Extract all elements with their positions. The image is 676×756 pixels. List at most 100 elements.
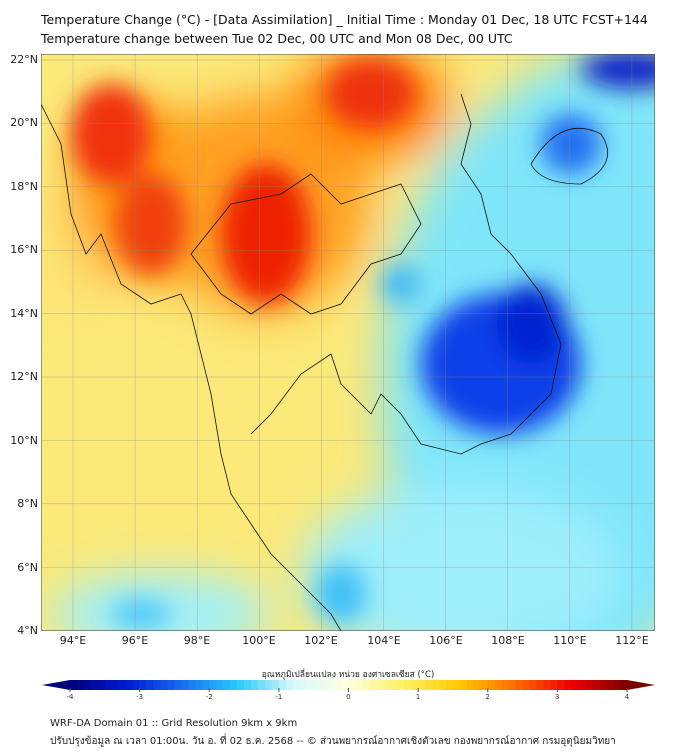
- colorbar-segment: [411, 680, 419, 690]
- colorbar-segment: [264, 680, 273, 690]
- colorbar-segment: [536, 680, 544, 690]
- lon-label: 106°E: [429, 634, 463, 647]
- colorbar-segment: [125, 680, 133, 690]
- lat-label: 10°N: [10, 434, 38, 447]
- colorbar-max-arrow: [627, 680, 655, 690]
- colorbar-segment: [501, 680, 509, 690]
- colorbar-segment: [508, 680, 516, 690]
- colorbar-segment: [550, 680, 558, 690]
- colorbar-segment: [529, 680, 537, 690]
- colorbar-segment: [97, 680, 106, 690]
- map-subtitle: Temperature change between Tue 02 Dec, 0…: [41, 31, 513, 46]
- colorbar-segment: [104, 680, 113, 690]
- colorbar-segment: [606, 680, 614, 690]
- colorbar-segment: [613, 680, 621, 690]
- colorbar-segment: [195, 680, 203, 690]
- colorbar-segment: [487, 680, 496, 690]
- colorbar-segment: [348, 680, 356, 690]
- colorbar-tick-label: -4: [66, 693, 74, 701]
- colorbar: [42, 680, 655, 692]
- lon-label: 94°E: [59, 634, 87, 647]
- colorbar-segment: [174, 680, 182, 690]
- colorbar-label: อุณหภูมิเปลี่ยนแปลง หน่วย องศาเซลเซียส (…: [261, 670, 435, 680]
- colorbar-segment: [188, 680, 196, 690]
- colorbar-segment: [404, 680, 412, 690]
- colorbar-segment: [257, 680, 266, 690]
- colorbar-segment: [620, 680, 628, 690]
- lat-label: 4°N: [17, 624, 38, 637]
- colorbar-tick-label: -2: [205, 693, 213, 701]
- colorbar-segment: [118, 680, 126, 690]
- coastlines-borders: [41, 93, 609, 631]
- lat-label: 6°N: [17, 561, 38, 574]
- lon-label: 96°E: [121, 634, 149, 647]
- colorbar-tick-label: -3: [136, 693, 144, 701]
- colorbar-segment: [111, 680, 120, 690]
- colorbar-segment: [362, 680, 370, 690]
- colorbar-segment: [271, 680, 280, 690]
- lat-label: 20°N: [10, 116, 38, 129]
- colorbar-segment: [334, 680, 342, 690]
- colorbar-segment: [160, 680, 168, 690]
- colorbar-segment: [355, 680, 363, 690]
- colorbar-segment: [585, 680, 593, 690]
- colorbar-segment: [237, 680, 245, 690]
- colorbar-segment: [216, 680, 224, 690]
- lon-label: 108°E: [491, 634, 525, 647]
- colorbar-segment: [557, 680, 565, 690]
- lat-label: 18°N: [10, 180, 38, 193]
- colorbar-segment: [418, 680, 426, 690]
- colorbar-segment: [90, 680, 99, 690]
- colorbar-segment: [223, 680, 231, 690]
- colorbar-segment: [327, 680, 335, 690]
- colorbar-tick-label: -1: [275, 693, 283, 701]
- colorbar-segment: [132, 680, 140, 690]
- temperature-change-map: [41, 54, 655, 631]
- colorbar-segment: [425, 680, 433, 690]
- colorbar-segment: [285, 680, 294, 690]
- colorbar-segment: [278, 680, 287, 690]
- colorbar-segment: [390, 680, 398, 690]
- footer-model-info: WRF-DA Domain 01 :: Grid Resolution 9km …: [50, 718, 298, 729]
- lon-label: 112°E: [615, 634, 649, 647]
- colorbar-segment: [439, 680, 447, 690]
- colorbar-segment: [202, 680, 210, 690]
- colorbar-segment: [515, 680, 523, 690]
- colorbar-segment: [466, 680, 475, 690]
- lat-label: 16°N: [10, 243, 38, 256]
- colorbar-segment: [383, 680, 391, 690]
- lat-label: 8°N: [17, 497, 38, 510]
- colorbar-segment: [299, 680, 308, 690]
- colorbar-tick-label: 1: [415, 693, 421, 701]
- colorbar-segment: [313, 680, 321, 690]
- colorbar-segment: [369, 680, 377, 690]
- colorbar-min-arrow: [42, 680, 70, 690]
- colorbar-segment: [452, 680, 461, 690]
- colorbar-segment: [599, 680, 607, 690]
- colorbar-segment: [139, 680, 147, 690]
- colorbar-segment: [244, 680, 252, 690]
- lon-label: 98°E: [183, 634, 211, 647]
- colorbar-segment: [592, 680, 600, 690]
- lon-label: 102°E: [304, 634, 338, 647]
- colorbar-segment: [251, 680, 259, 690]
- colorbar-segment: [209, 680, 217, 690]
- colorbar-segment: [153, 680, 161, 690]
- colorbar-segment: [306, 680, 314, 690]
- colorbar-segment: [292, 680, 301, 690]
- colorbar-segment: [146, 680, 154, 690]
- colorbar-tick-label: 0: [346, 693, 351, 701]
- colorbar-segment: [376, 680, 384, 690]
- colorbar-segment: [571, 680, 579, 690]
- colorbar-tick-label: 3: [554, 693, 560, 701]
- colorbar-segment: [543, 680, 551, 690]
- colorbar-segment: [494, 680, 502, 690]
- colorbar-segment: [341, 680, 349, 690]
- lon-label: 110°E: [553, 634, 587, 647]
- lat-label: 14°N: [10, 307, 38, 320]
- colorbar-tick-label: 4: [624, 693, 630, 701]
- colorbar-segment: [397, 680, 405, 690]
- colorbar-segment: [432, 680, 440, 690]
- colorbar-segment: [230, 680, 238, 690]
